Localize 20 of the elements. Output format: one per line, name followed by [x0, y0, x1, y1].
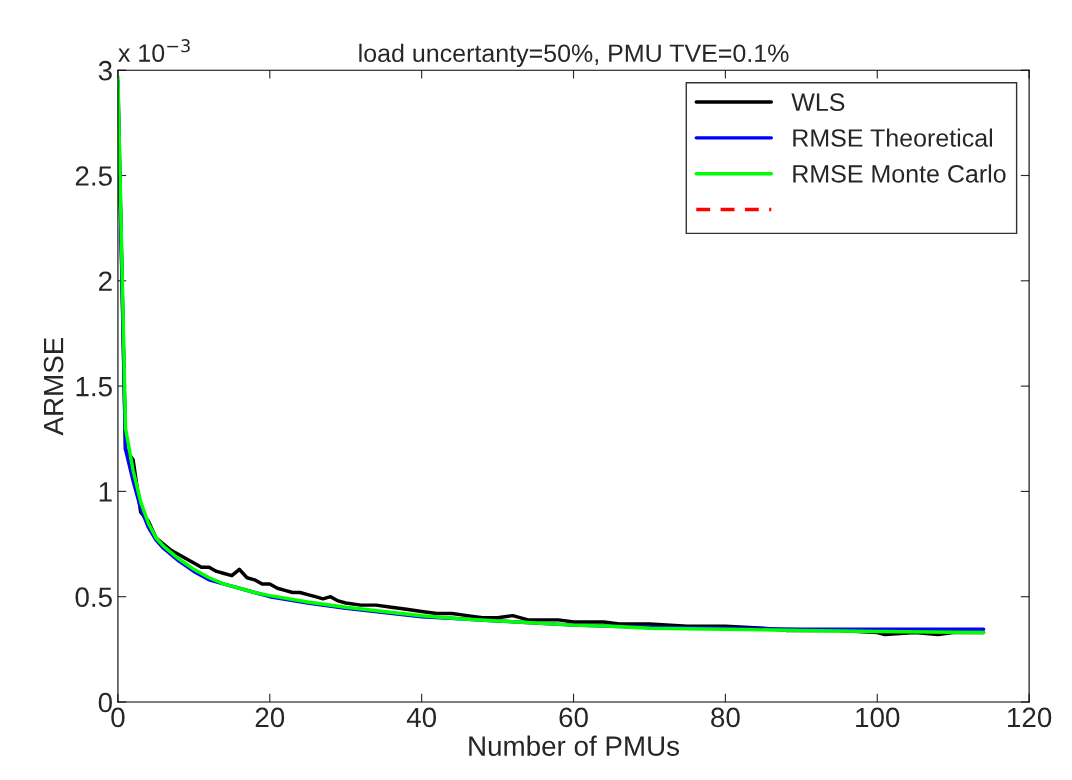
x-tick-label: 20 [255, 707, 285, 728]
x-tick-label: 100 [856, 707, 900, 728]
x-tick-label: 80 [711, 707, 740, 728]
legend-label: RMSE Monte Carlo [793, 164, 1006, 183]
x-tick-label: 60 [559, 707, 588, 728]
x-tick-label: 120 [1008, 707, 1052, 728]
y-axis-title: ARMSE [43, 337, 64, 436]
y-tick-label: 2.5 [75, 166, 112, 186]
chart-title: load uncertanty=50%, PMU TVE=0.1% [359, 43, 789, 68]
y-tick-label: 1.5 [76, 377, 112, 397]
y-tick-label: 3 [98, 60, 112, 81]
y-tick-label: 1 [99, 482, 112, 502]
y-tick-label: 0.5 [75, 587, 112, 608]
y-tick-label: 2 [99, 271, 112, 291]
x-tick-label: 40 [406, 707, 437, 728]
legend-label: WLS [791, 93, 845, 112]
text: x 10$^{−3}$ [118, 39, 190, 62]
y-tick-label: 0 [98, 692, 112, 713]
legend-label: RMSE Theoretical [793, 128, 993, 147]
x-axis-title: Number of PMUs [469, 735, 680, 756]
